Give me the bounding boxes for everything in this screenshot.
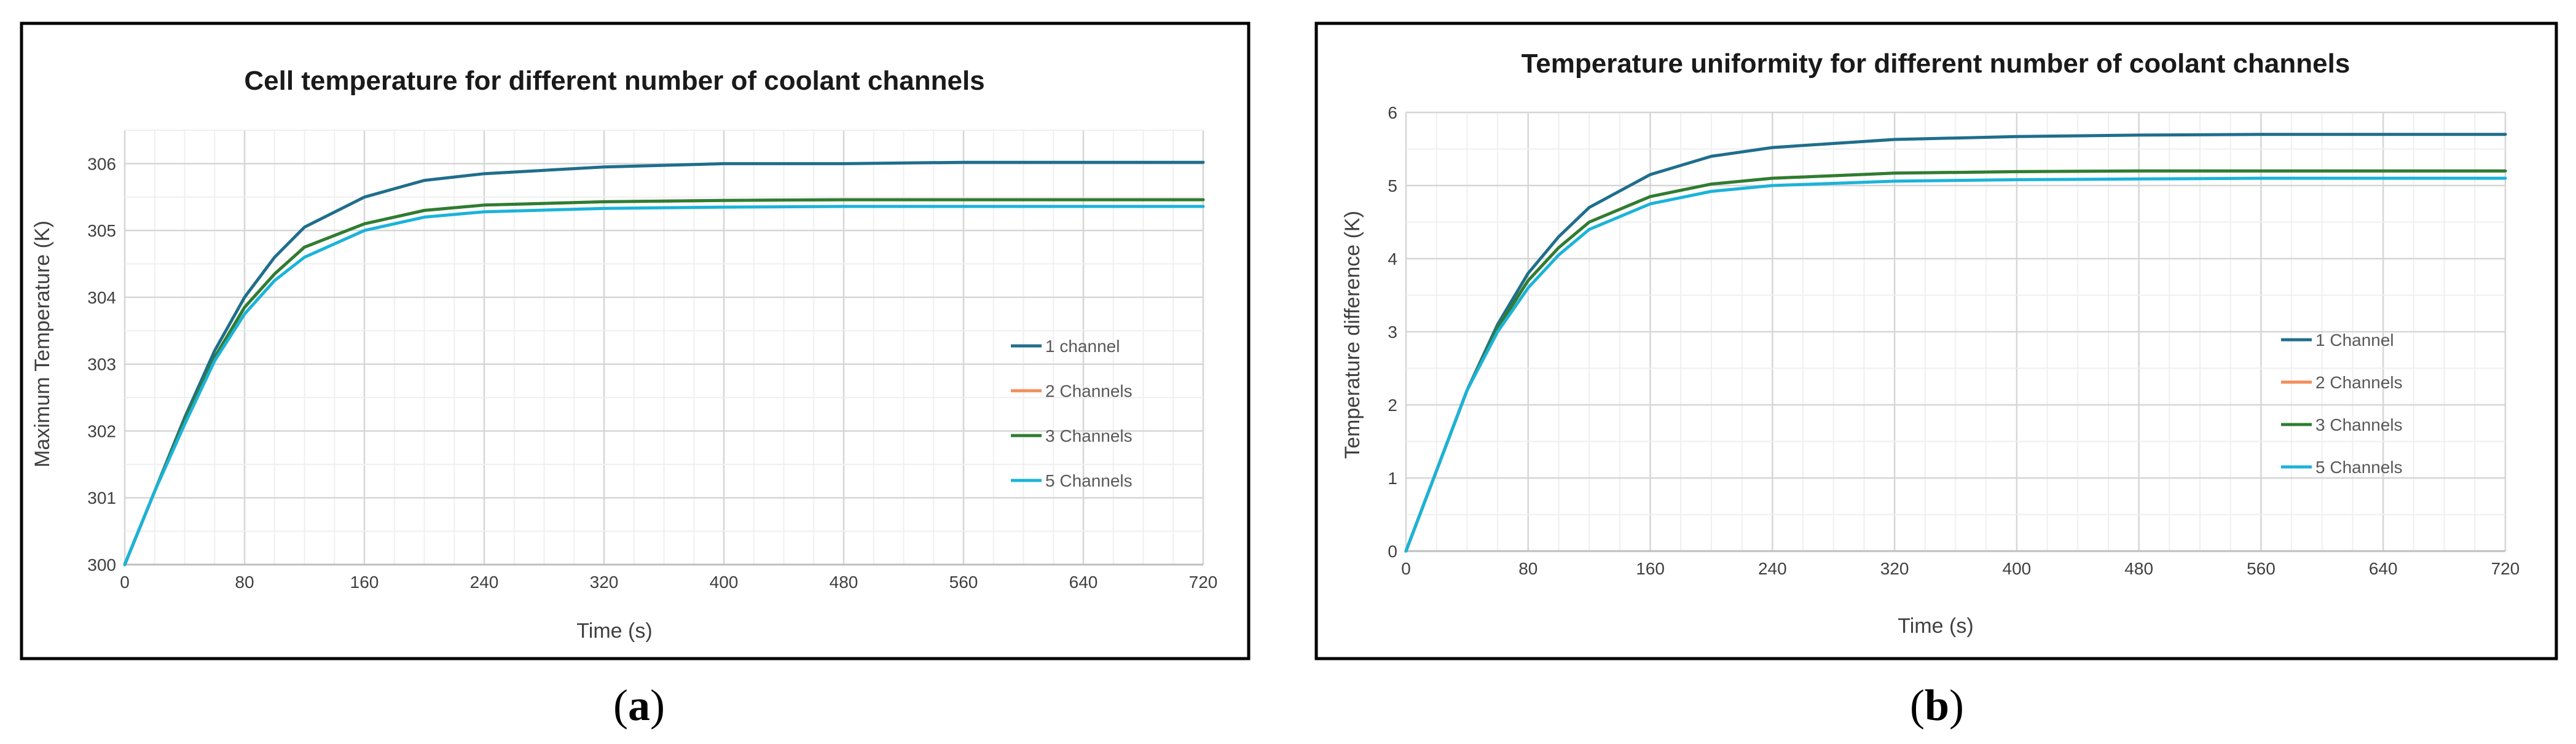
chart-a-y-tick-label: 301 [87, 488, 116, 507]
chart-a-x-tick-label: 400 [710, 573, 739, 592]
chart-a-x-tick-label: 320 [590, 573, 619, 592]
chart-b-x-tick-label: 160 [1636, 559, 1665, 578]
chart-a-x-tick-label: 160 [350, 573, 379, 592]
chart-b-y-tick-label: 6 [1388, 103, 1397, 122]
chart-b-y-tick-label: 0 [1388, 542, 1397, 561]
chart-a-legend-label: 3 Channels [1045, 426, 1133, 445]
chart-b-x-tick-label: 80 [1518, 559, 1537, 578]
chart-a-y-tick-label: 305 [87, 221, 116, 240]
chart-a-x-tick-label: 0 [120, 573, 130, 592]
panel-a-letter: a [628, 681, 650, 730]
panel-b-letter: b [1925, 681, 1949, 730]
chart-b-y-tick-label: 2 [1388, 396, 1397, 415]
chart-a-legend: 1 channel 2 Channels 3 Channels 5 Channels [1011, 337, 1133, 490]
chart-b-title: Temperature uniformity for different num… [1522, 49, 2350, 79]
chart-a-x-axis-title: Time (s) [576, 619, 652, 643]
chart-b-legend-label: 1 Channel [2315, 331, 2394, 350]
chart-b-x-tick-label: 640 [2369, 559, 2398, 578]
chart-b-frame [1314, 22, 2558, 660]
chart-a-y-tick-label: 306 [87, 154, 116, 173]
chart-b-x-tick-label: 560 [2247, 559, 2276, 578]
chart-b-legend-label: 2 Channels [2315, 373, 2403, 392]
chart-b-y-tick-label: 1 [1388, 469, 1397, 488]
panel-b-close-paren: ) [1949, 681, 1964, 730]
chart-b-legend-label: 5 Channels [2315, 458, 2403, 477]
chart-b-x-tick-label: 480 [2124, 559, 2153, 578]
panel-a-open-paren: ( [613, 681, 628, 730]
panel-label-a: (a) [613, 681, 665, 730]
chart-b-x-tick-label: 240 [1758, 559, 1787, 578]
chart-b-x-tick-label: 400 [2003, 559, 2032, 578]
chart-a-y-axis-title: Maximum Temperature (K) [31, 221, 54, 468]
chart-a-legend-label: 5 Channels [1045, 471, 1133, 490]
chart-a-x-tick-label: 480 [830, 573, 858, 592]
chart-b: Temperature uniformity for different num… [1314, 22, 2558, 660]
chart-a-legend-label: 2 Channels [1045, 382, 1133, 401]
chart-b-x-tick-label: 720 [2491, 559, 2520, 578]
chart-b-x-axis-title: Time (s) [1898, 614, 1973, 638]
chart-b-legend-label: 3 Channels [2315, 415, 2403, 434]
chart-a-series-line-1 [123, 160, 1205, 566]
chart-b-x-tick-label: 320 [1880, 559, 1909, 578]
chart-a-legend-label: 1 channel [1045, 337, 1120, 356]
chart-b-legend: 1 Channel 2 Channels 3 Channels 5 Channels [2281, 331, 2403, 477]
chart-b-y-tick-label: 4 [1388, 249, 1397, 268]
chart-b-plot-area: 0 80 160 240 320 400 480 560 640 720 0 1 2 3 4 5 6 [1388, 103, 2519, 578]
chart-a-x-tick-label: 640 [1069, 573, 1098, 592]
chart-a-x-tick-label: 240 [470, 573, 499, 592]
chart-a-y-tick-label: 300 [87, 555, 116, 574]
panel-b-open-paren: ( [1910, 681, 1925, 730]
chart-b-y-axis-title: Temperature difference (K) [1341, 211, 1364, 459]
chart-a-y-tick-label: 304 [87, 288, 116, 307]
chart-a-title: Cell temperature for different number of… [244, 66, 984, 96]
panel-label-b: (b) [1910, 681, 1964, 730]
panel-a-close-paren: ) [650, 681, 665, 730]
chart-b-y-tick-label: 3 [1388, 323, 1397, 342]
chart-b-x-tick-label: 0 [1401, 559, 1411, 578]
chart-a-x-tick-label: 560 [949, 573, 978, 592]
chart-b-y-tick-label: 5 [1388, 176, 1397, 195]
chart-a-x-tick-label: 80 [235, 573, 254, 592]
chart-a-y-tick-label: 303 [87, 355, 116, 374]
chart-b-series-line-4 [1404, 176, 2507, 553]
chart-a-series-line-4 [123, 205, 1205, 566]
chart-a-x-tick-label: 720 [1189, 573, 1218, 592]
chart-a-y-tick-label: 302 [87, 421, 116, 441]
chart-a: Cell temperature for different number of… [20, 22, 1251, 660]
